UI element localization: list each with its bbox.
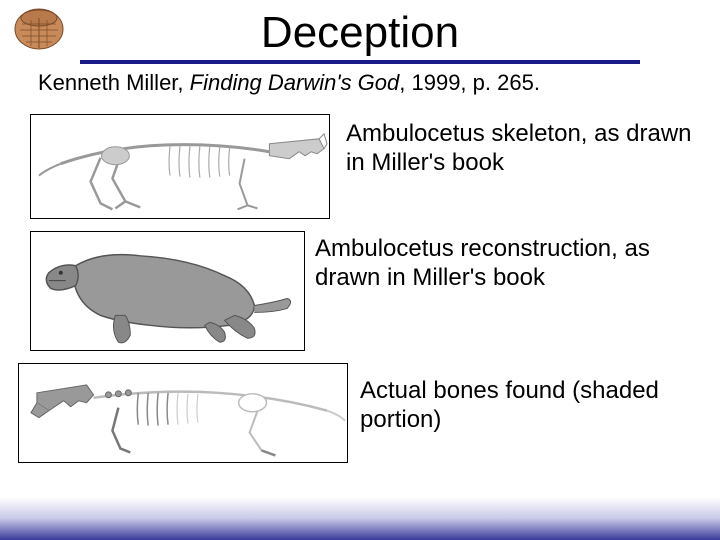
image-reconstruction (30, 231, 305, 351)
caption-skeleton: Ambulocetus skeleton, as drawn in Miller… (346, 114, 696, 178)
slide: Deception Kenneth Miller, Finding Darwin… (0, 0, 720, 540)
caption-reconstruction: Ambulocetus reconstruction, as drawn in … (315, 231, 705, 293)
citation: Kenneth Miller, Finding Darwin's God, 19… (38, 70, 720, 96)
image-skeleton-partial (18, 363, 348, 463)
slide-title: Deception (0, 0, 720, 58)
row-reconstruction: Ambulocetus reconstruction, as drawn in … (0, 231, 720, 351)
caption-actual-bones: Actual bones found (shaded portion) (360, 363, 690, 435)
citation-rest: , 1999, p. 265. (399, 70, 540, 95)
image-skeleton-full (30, 114, 330, 219)
content-area: Ambulocetus skeleton, as drawn in Miller… (0, 114, 720, 463)
title-underline (80, 60, 640, 64)
trilobite-icon (4, 4, 74, 54)
citation-book-title: Finding Darwin's God (190, 70, 400, 95)
citation-author: Kenneth Miller, (38, 70, 190, 95)
row-skeleton: Ambulocetus skeleton, as drawn in Miller… (0, 114, 720, 219)
row-actual-bones: Actual bones found (shaded portion) (0, 363, 720, 463)
